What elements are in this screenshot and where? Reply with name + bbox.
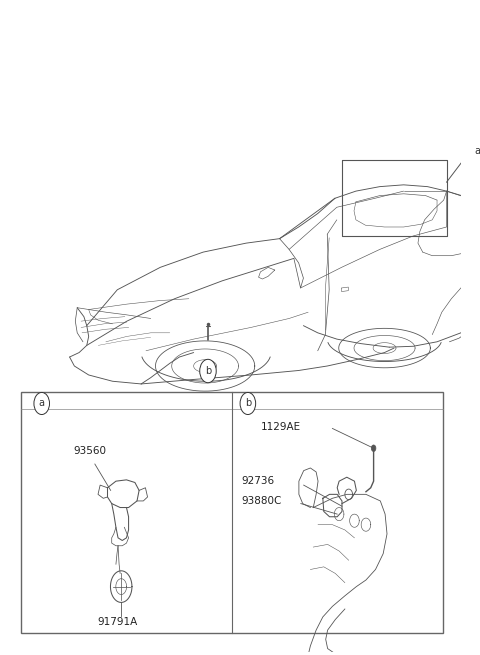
Circle shape: [372, 445, 376, 451]
Bar: [21, 392, 443, 633]
Text: 93880C: 93880C: [241, 496, 282, 506]
Circle shape: [34, 392, 49, 415]
Circle shape: [240, 392, 256, 415]
Circle shape: [469, 139, 480, 162]
Text: b: b: [205, 366, 211, 376]
Text: b: b: [245, 398, 251, 409]
Text: 91791A: 91791A: [97, 617, 137, 627]
Text: 92736: 92736: [241, 476, 275, 486]
Circle shape: [200, 360, 216, 383]
Text: a: a: [474, 146, 480, 156]
Text: 93560: 93560: [74, 446, 107, 456]
Text: a: a: [39, 398, 45, 409]
Text: 1129AE: 1129AE: [261, 422, 300, 432]
